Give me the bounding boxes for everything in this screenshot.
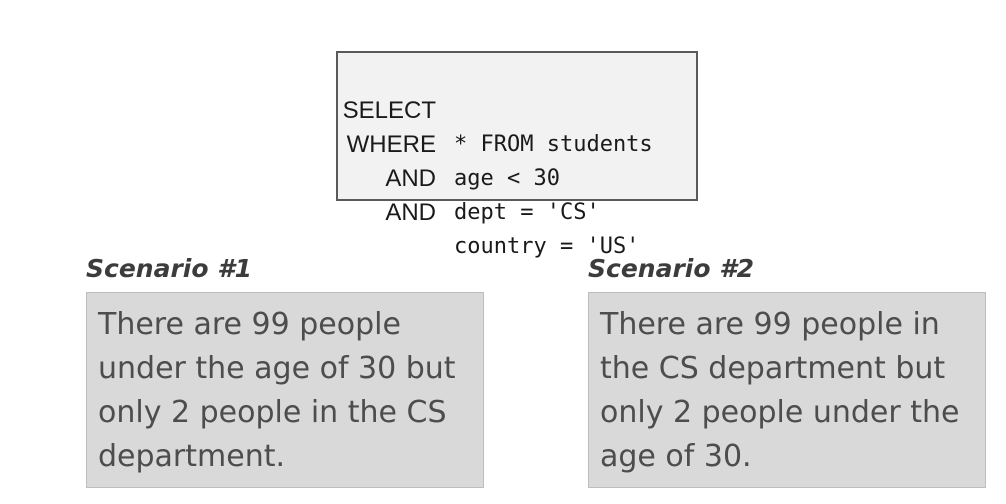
sql-code: country = 'US': [454, 234, 640, 259]
sql-query-box: SELECT * FROM students WHERE age < 30 AN…: [336, 51, 698, 259]
sql-line-select: SELECT * FROM students: [338, 60, 696, 157]
scenario-2-box: There are 99 people in the CS department…: [588, 292, 986, 488]
sql-line-and-country: AND country = 'US': [338, 162, 696, 259]
sql-keyword: AND: [385, 199, 436, 226]
sql-keyword: AND: [385, 165, 436, 192]
scenario-2-text: There are 99 people in the CS department…: [600, 307, 960, 474]
sql-line-where: WHERE age < 30: [338, 94, 696, 191]
sql-code: age < 30: [454, 166, 560, 191]
scenario-1-text: There are 99 people under the age of 30 …: [98, 307, 456, 474]
scenario-2-title: Scenario #2: [588, 254, 755, 283]
scenario-1-box: There are 99 people under the age of 30 …: [86, 292, 484, 488]
sql-code: * FROM students: [454, 132, 653, 157]
sql-keyword: SELECT: [342, 97, 436, 124]
sql-code: dept = 'CS': [454, 200, 600, 225]
scenario-1-title: Scenario #1: [86, 254, 253, 283]
sql-line-and-dept: AND dept = 'CS': [338, 128, 696, 225]
sql-keyword: WHERE: [346, 131, 436, 158]
